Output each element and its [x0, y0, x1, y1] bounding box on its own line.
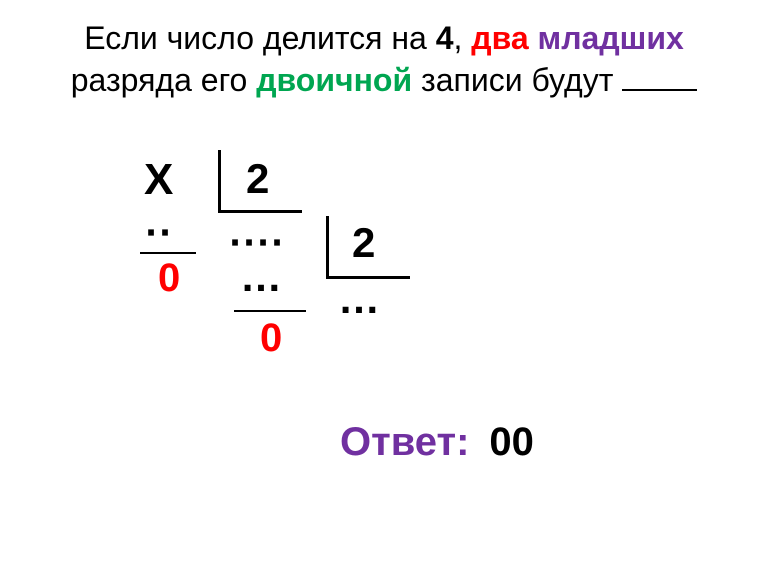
div-zero2: 0 [260, 318, 282, 358]
div-dot2: … [240, 256, 282, 298]
q-part1: Если число делится на [84, 20, 436, 56]
div-vline1 [218, 150, 221, 212]
answer-label: Ответ: [340, 420, 469, 464]
q-binary: двоичной [256, 62, 412, 98]
answer-row: Ответ: 00 [340, 420, 534, 465]
question-text: Если число делится на 4, два младших раз… [0, 18, 768, 101]
q-part3: записи будут [412, 62, 622, 98]
q-four: 4 [436, 20, 454, 56]
div-vline2 [326, 216, 329, 278]
div-div2: 2 [352, 222, 375, 264]
division-diagram: X‥02‥‥…02… [120, 140, 620, 440]
q-two: два [471, 20, 528, 56]
div-quot1: ‥‥ [228, 210, 284, 252]
answer-value: 00 [489, 420, 534, 464]
div-zero1: 0 [158, 258, 180, 298]
q-junior: младших [538, 20, 684, 56]
q-blank [622, 89, 697, 91]
div-line2 [234, 310, 306, 312]
q-comma: , [454, 20, 472, 56]
q-sp1 [529, 20, 538, 56]
div-dot1: ‥ [144, 200, 172, 242]
div-line1 [140, 252, 196, 254]
q-part2: разряда его [71, 62, 256, 98]
div-quot2: … [338, 278, 380, 320]
div-X: X [144, 158, 173, 202]
div-div1: 2 [246, 158, 269, 200]
